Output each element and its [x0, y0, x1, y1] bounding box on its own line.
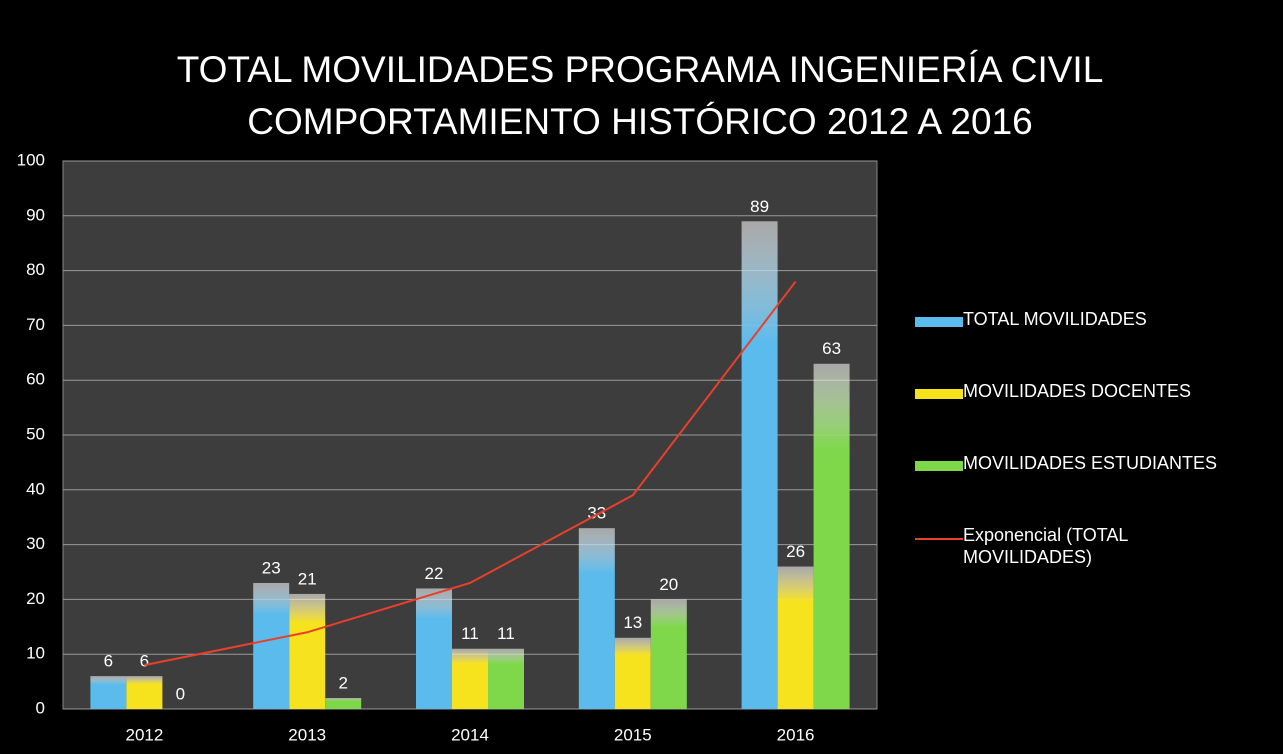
- legend-item: Exponencial (TOTAL MOVILIDADES): [915, 525, 1265, 600]
- x-tick-label: 2012: [125, 725, 163, 744]
- legend-label: TOTAL MOVILIDADES: [963, 309, 1147, 329]
- bar: [650, 599, 687, 709]
- value-label: 89: [750, 197, 769, 216]
- x-tick-label: 2015: [614, 725, 652, 744]
- legend-label: MOVILIDADES ESTUDIANTES: [963, 453, 1218, 473]
- value-label: 63: [822, 339, 841, 358]
- bar: [416, 588, 452, 709]
- chart-title: COMPORTAMIENTO HISTÓRICO 2012 A 2016: [247, 101, 1032, 142]
- y-tick-label: 0: [36, 698, 45, 717]
- chart-title: TOTAL MOVILIDADES PROGRAMA INGENIERÍA CI…: [177, 49, 1104, 90]
- bar: [488, 648, 524, 709]
- bar: [325, 698, 362, 709]
- bar: [126, 676, 163, 709]
- legend-item: MOVILIDADES DOCENTES: [915, 381, 1265, 456]
- value-label: 11: [497, 624, 515, 643]
- legend-swatch: [915, 389, 963, 399]
- bar: [253, 582, 290, 709]
- bar: [452, 648, 488, 709]
- y-tick-label: 70: [26, 315, 45, 334]
- y-tick-label: 60: [26, 370, 45, 389]
- bar: [614, 637, 651, 709]
- bar: [741, 221, 778, 709]
- value-label: 23: [262, 558, 281, 577]
- value-label: 2: [338, 674, 347, 693]
- y-tick-label: 80: [26, 260, 45, 279]
- bar: [90, 676, 127, 709]
- legend-swatch: [915, 461, 963, 471]
- value-label: 20: [659, 575, 678, 594]
- y-tick-label: 40: [26, 479, 45, 498]
- legend-swatch: [915, 538, 963, 540]
- legend-swatch: [915, 317, 963, 327]
- x-tick-label: 2016: [777, 725, 815, 744]
- bar: [289, 593, 326, 709]
- y-tick-label: 90: [26, 205, 45, 224]
- value-label: 6: [140, 652, 149, 671]
- y-tick-label: 20: [26, 589, 45, 608]
- y-tick-label: 10: [26, 644, 45, 663]
- value-label: 13: [623, 613, 642, 632]
- value-label: 22: [425, 564, 444, 583]
- x-tick-label: 2013: [288, 725, 326, 744]
- y-tick-label: 30: [26, 534, 45, 553]
- bar: [813, 363, 850, 709]
- legend-label: Exponencial (TOTAL MOVILIDADES): [963, 525, 1128, 567]
- y-tick-label: 50: [26, 424, 45, 443]
- bar: [578, 528, 615, 709]
- legend: TOTAL MOVILIDADES MOVILIDADES DOCENTES MOV…: [915, 309, 1265, 600]
- bar: [777, 566, 814, 709]
- legend-item: MOVILIDADES ESTUDIANTES: [915, 453, 1265, 528]
- value-label: 0: [176, 684, 185, 703]
- y-tick-label: 100: [17, 150, 45, 169]
- value-label: 6: [104, 652, 113, 671]
- value-label: 11: [461, 624, 479, 643]
- trend-line: [144, 280, 797, 667]
- x-tick-label: 2014: [451, 725, 489, 744]
- value-label: 26: [786, 542, 805, 561]
- legend-label: MOVILIDADES DOCENTES: [963, 381, 1192, 401]
- value-label: 21: [298, 569, 317, 588]
- value-label: 33: [587, 504, 606, 523]
- legend-item: TOTAL MOVILIDADES: [915, 309, 1265, 384]
